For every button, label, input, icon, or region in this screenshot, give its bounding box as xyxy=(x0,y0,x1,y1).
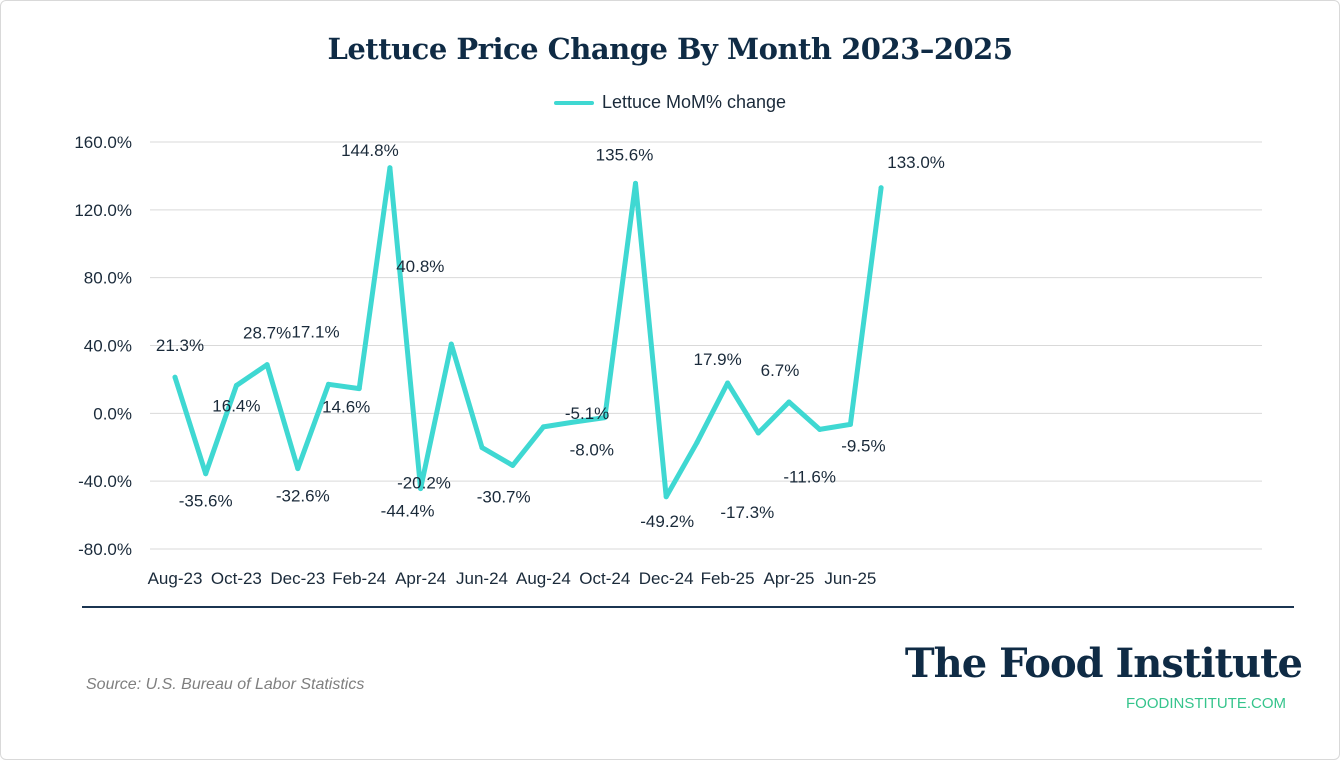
x-tick-label: Apr-24 xyxy=(395,569,446,588)
data-label: -32.6% xyxy=(276,487,330,506)
line-chart: 160.0% 120.0% 80.0% 40.0% 0.0% -40.0% -80.0% Au… xyxy=(74,133,1262,588)
data-point xyxy=(510,462,516,468)
data-point xyxy=(233,383,239,389)
data-point xyxy=(479,445,485,451)
data-label: 17.1% xyxy=(291,322,339,341)
footer-divider xyxy=(82,606,1294,608)
data-point xyxy=(878,185,884,191)
y-tick-label: 120.0% xyxy=(74,201,132,220)
data-point xyxy=(725,380,731,386)
data-point xyxy=(694,440,700,446)
brand-url: FOODINSTITUTE.COM xyxy=(1126,695,1286,712)
legend-swatch xyxy=(553,100,594,105)
x-tick-label: Aug-24 xyxy=(516,569,571,588)
chart-title: Lettuce Price Change By Month 2023–2025 xyxy=(327,32,1013,66)
data-label: -44.4% xyxy=(381,502,435,521)
x-tick-label: Aug-23 xyxy=(148,569,203,588)
data-label: 135.6% xyxy=(596,145,654,164)
data-point xyxy=(663,494,669,500)
data-label: -8.0% xyxy=(570,441,614,460)
data-label: -49.2% xyxy=(640,512,694,531)
series-line xyxy=(172,165,884,500)
y-tick-label: 80.0% xyxy=(84,269,132,288)
data-point xyxy=(633,180,638,186)
brand-name: The Food Institute xyxy=(904,640,1303,687)
x-tick-label: Oct-24 xyxy=(579,569,630,588)
data-label: -5.1% xyxy=(565,404,609,423)
data-point xyxy=(755,430,761,436)
data-label: 17.9% xyxy=(693,350,741,369)
data-point xyxy=(602,415,608,421)
legend-label: Lettuce MoM% change xyxy=(601,92,787,112)
y-tick-label: 0.0% xyxy=(93,404,132,423)
data-point xyxy=(540,424,546,430)
data-label: -11.6% xyxy=(783,467,836,486)
data-point xyxy=(817,426,823,432)
data-point xyxy=(448,341,454,347)
data-label: 21.3% xyxy=(156,336,204,355)
data-label: -17.3% xyxy=(720,503,774,522)
data-label: 133.0% xyxy=(887,153,945,172)
x-tick-label: Dec-24 xyxy=(639,569,694,588)
chart-legend: Lettuce MoM% change xyxy=(0,92,1340,113)
x-tick-label: Feb-25 xyxy=(701,569,755,588)
y-tick-label: 160.0% xyxy=(74,133,132,152)
x-tick-label: Jun-24 xyxy=(456,569,508,588)
data-point xyxy=(295,466,301,472)
data-label: -30.7% xyxy=(477,487,531,506)
data-label: 28.7% xyxy=(243,324,291,343)
data-point xyxy=(571,419,577,425)
y-tick-label: -40.0% xyxy=(78,472,132,491)
x-tick-label: Jun-25 xyxy=(824,569,876,588)
data-point xyxy=(172,374,178,380)
data-label: 144.8% xyxy=(341,141,399,160)
data-point xyxy=(326,381,331,387)
x-tick-label: Feb-24 xyxy=(332,569,386,588)
data-point xyxy=(387,165,393,171)
data-label: 16.4% xyxy=(212,397,260,416)
source-note: Source: U.S. Bureau of Labor Statistics xyxy=(86,676,365,693)
data-point xyxy=(203,471,209,477)
data-label: 6.7% xyxy=(761,361,800,380)
data-point xyxy=(264,362,270,368)
data-point xyxy=(847,421,853,427)
x-tick-label: Oct-23 xyxy=(211,569,262,588)
data-label: -35.6% xyxy=(179,492,233,511)
data-label: -20.2% xyxy=(397,474,451,493)
x-tick-label: Apr-25 xyxy=(763,569,814,588)
brand-logo: The Food Institute FOODINSTITUTE.COM xyxy=(904,640,1303,712)
data-point xyxy=(786,399,792,405)
y-tick-label: 40.0% xyxy=(84,337,132,356)
data-point xyxy=(418,486,424,492)
data-label: -9.5% xyxy=(841,436,885,455)
data-label: 14.6% xyxy=(322,398,370,417)
data-label: 40.8% xyxy=(396,257,444,276)
x-tick-label: Dec-23 xyxy=(270,569,325,588)
y-tick-label: -80.0% xyxy=(78,540,132,559)
data-point xyxy=(356,386,362,392)
